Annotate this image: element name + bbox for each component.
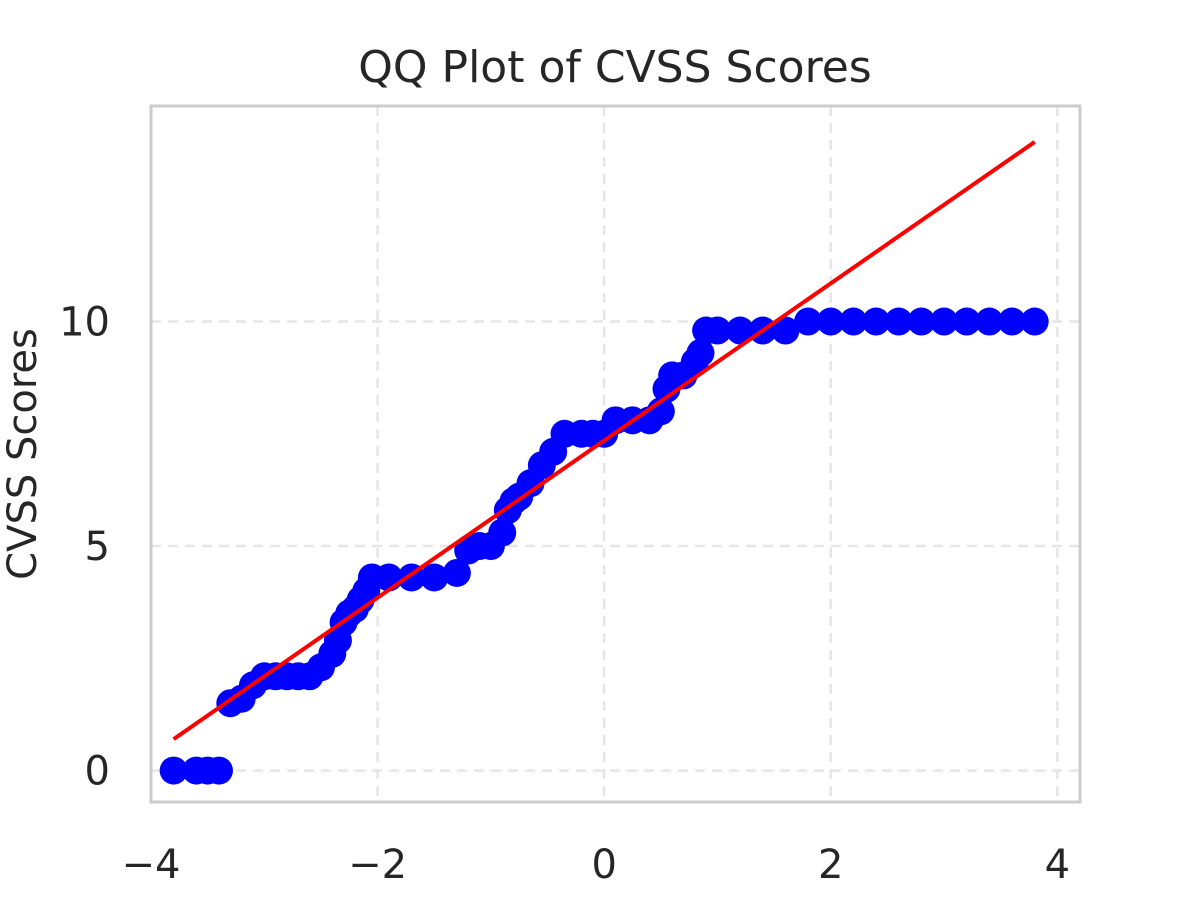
y-tick-label: 5: [85, 524, 110, 570]
qq-data-point: [998, 307, 1027, 336]
data-marks: [159, 140, 1049, 785]
y-tick-label: 0: [85, 749, 110, 795]
x-tick-label: 4: [1045, 842, 1070, 888]
qq-data-point: [907, 307, 936, 336]
qq-data-point: [442, 558, 471, 587]
x-tick-label: −4: [122, 842, 181, 888]
qq-data-point: [1020, 307, 1049, 336]
qq-data-point: [703, 316, 732, 345]
plot-frame: [149, 104, 1082, 804]
y-tick-label: 10: [59, 300, 110, 346]
x-tick-label: −2: [348, 842, 407, 888]
qq-data-point: [862, 307, 891, 336]
qq-data-point: [726, 316, 755, 345]
qq-data-point: [204, 756, 233, 785]
y-axis-label: CVSS Scores: [0, 328, 46, 580]
qq-data-point: [930, 307, 959, 336]
x-tick-label: 0: [591, 842, 616, 888]
qq-data-point: [794, 307, 823, 336]
tick-labels: −4 −2 0 2 4 0 5 10: [59, 300, 1070, 888]
qq-data-point: [884, 307, 913, 336]
qq-data-point: [839, 307, 868, 336]
qq-data-point: [159, 756, 188, 785]
qq-data-point: [420, 563, 449, 592]
grid-lines: [149, 106, 1080, 802]
chart-title: QQ Plot of CVSS Scores: [358, 42, 871, 93]
qq-data-point: [488, 518, 517, 547]
reference-fit-line: [172, 140, 1036, 741]
qq-data-point: [952, 307, 981, 336]
qq-data-point: [975, 307, 1004, 336]
qq-data-point: [816, 307, 845, 336]
qq-data-point: [686, 338, 715, 367]
x-tick-label: 2: [818, 842, 843, 888]
qq-data-point: [771, 316, 800, 345]
